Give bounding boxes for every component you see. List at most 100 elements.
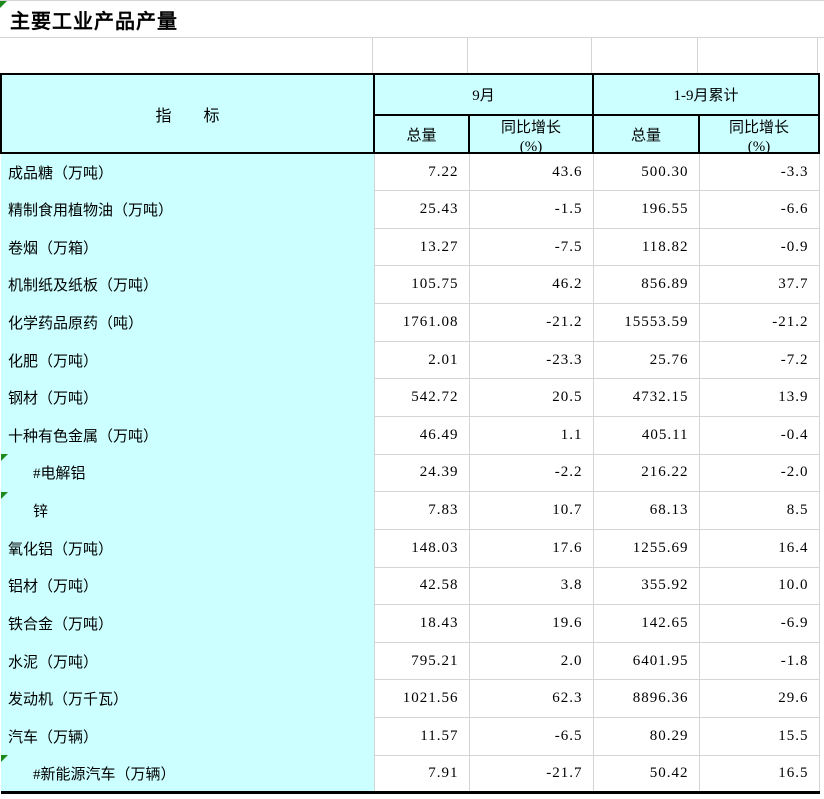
- empty-cell[interactable]: [373, 38, 468, 73]
- cell-cumulative-total[interactable]: 118.82: [593, 228, 700, 267]
- empty-cell[interactable]: [468, 38, 592, 73]
- cell-september-growth[interactable]: 3.8: [469, 567, 594, 606]
- cell-september-growth[interactable]: -21.7: [469, 755, 594, 794]
- cell-september-total[interactable]: 795.21: [374, 642, 470, 681]
- cell-september-growth[interactable]: -2.2: [469, 454, 594, 493]
- cell-september-total[interactable]: 11.57: [374, 717, 470, 756]
- cell-cumulative-total[interactable]: 80.29: [593, 717, 700, 756]
- header-group-september[interactable]: 9月: [372, 73, 595, 116]
- cell-cumulative-total[interactable]: 216.22: [593, 454, 700, 493]
- cell-september-growth[interactable]: 2.0: [469, 642, 594, 681]
- row-label-cell[interactable]: 发动机（万千瓦）: [1, 679, 375, 718]
- row-label-cell[interactable]: #新能源汽车（万辆）: [1, 755, 375, 793]
- header-september-growth[interactable]: 同比增长 (%): [467, 114, 595, 154]
- cell-september-growth[interactable]: 19.6: [469, 604, 594, 643]
- cell-september-total[interactable]: 7.83: [374, 491, 470, 530]
- cell-september-growth[interactable]: 20.5: [469, 378, 594, 417]
- cell-september-total[interactable]: 7.91: [374, 755, 470, 794]
- cell-september-growth[interactable]: 17.6: [469, 529, 594, 568]
- row-label-cell[interactable]: 钢材（万吨）: [1, 378, 375, 417]
- cell-september-growth[interactable]: -21.2: [469, 303, 594, 342]
- header-group-cumulative[interactable]: 1-9月累计: [592, 73, 821, 116]
- cell-september-total[interactable]: 25.43: [374, 190, 470, 229]
- cell-september-growth[interactable]: 10.7: [469, 491, 594, 530]
- cell-cumulative-total[interactable]: 142.65: [593, 604, 700, 643]
- cell-september-total[interactable]: 1761.08: [374, 303, 470, 342]
- cell-september-growth[interactable]: -7.5: [469, 228, 594, 267]
- header-september-total[interactable]: 总量: [373, 114, 470, 154]
- cell-september-total[interactable]: 13.27: [374, 228, 470, 267]
- row-label-cell[interactable]: 铝材（万吨）: [1, 567, 375, 605]
- cell-september-total[interactable]: 1021.56: [374, 679, 470, 719]
- row-label-cell[interactable]: 氧化铝（万吨）: [1, 529, 375, 568]
- cell-september-total[interactable]: 2.01: [374, 341, 470, 380]
- cell-cumulative-total[interactable]: 196.55: [593, 190, 700, 229]
- cell-cumulative-growth[interactable]: -2.0: [699, 454, 820, 493]
- row-label-cell[interactable]: 水泥（万吨）: [1, 642, 375, 680]
- cell-cumulative-growth[interactable]: 13.9: [699, 378, 820, 417]
- cell-september-total[interactable]: 7.22: [374, 153, 470, 192]
- row-label-cell[interactable]: 化肥（万吨）: [1, 341, 375, 379]
- cell-cumulative-growth[interactable]: -7.2: [699, 341, 820, 380]
- empty-cell[interactable]: [0, 38, 373, 73]
- row-label-cell[interactable]: 十种有色金属（万吨）: [1, 416, 375, 455]
- row-label-cell[interactable]: 锌: [1, 491, 375, 530]
- cell-cumulative-growth[interactable]: 10.0: [699, 567, 820, 606]
- cell-september-growth[interactable]: -1.5: [469, 190, 594, 229]
- cell-cumulative-total[interactable]: 8896.36: [593, 679, 700, 719]
- empty-cell[interactable]: [698, 38, 818, 73]
- cell-cumulative-total[interactable]: 500.30: [593, 153, 700, 192]
- cell-september-total[interactable]: 46.49: [374, 416, 470, 455]
- cell-cumulative-growth[interactable]: -6.6: [699, 190, 820, 229]
- cell-september-total[interactable]: 105.75: [374, 265, 470, 305]
- cell-cumulative-growth[interactable]: 15.5: [699, 717, 820, 756]
- cell-cumulative-total[interactable]: 25.76: [593, 341, 700, 380]
- cell-cumulative-total[interactable]: 405.11: [593, 416, 700, 455]
- header-indicator[interactable]: 指 标: [0, 73, 375, 154]
- empty-cell[interactable]: [592, 38, 698, 73]
- cell-september-growth[interactable]: 43.6: [469, 153, 594, 192]
- cell-cumulative-growth[interactable]: 8.5: [699, 491, 820, 530]
- cell-september-growth[interactable]: 1.1: [469, 416, 594, 455]
- row-label-cell[interactable]: 成品糖（万吨）: [1, 153, 375, 191]
- cell-september-total[interactable]: 24.39: [374, 454, 470, 493]
- row-label-cell[interactable]: 精制食用植物油（万吨）: [1, 190, 375, 229]
- cell-september-total[interactable]: 42.58: [374, 567, 470, 606]
- cell-cumulative-growth[interactable]: 16.4: [699, 529, 820, 568]
- cell-cumulative-total[interactable]: 68.13: [593, 491, 700, 530]
- cell-cumulative-total[interactable]: 355.92: [593, 567, 700, 606]
- table-row: 铝材（万吨） 42.58 3.8 355.92 10.0: [1, 567, 820, 606]
- cell-september-total[interactable]: 18.43: [374, 604, 470, 643]
- cell-cumulative-growth[interactable]: -1.8: [699, 642, 820, 681]
- cell-cumulative-growth[interactable]: -0.4: [699, 416, 820, 455]
- cell-cumulative-growth[interactable]: -6.9: [699, 604, 820, 643]
- cell-cumulative-growth[interactable]: 29.6: [699, 679, 820, 719]
- row-label-cell[interactable]: #电解铝: [1, 454, 375, 492]
- row-label-cell[interactable]: 卷烟（万箱）: [1, 228, 375, 266]
- cell-cumulative-total[interactable]: 6401.95: [593, 642, 700, 681]
- header-cumulative-total[interactable]: 总量: [592, 114, 701, 154]
- cell-september-total[interactable]: 148.03: [374, 529, 470, 568]
- cell-cumulative-growth[interactable]: 37.7: [699, 265, 820, 305]
- row-label-cell[interactable]: 机制纸及纸板（万吨）: [1, 265, 375, 304]
- cell-cumulative-total[interactable]: 856.89: [593, 265, 700, 305]
- cell-september-growth[interactable]: -23.3: [469, 341, 594, 380]
- cell-cumulative-total[interactable]: 4732.15: [593, 378, 700, 417]
- cell-cumulative-growth[interactable]: -21.2: [699, 303, 820, 342]
- cell-cumulative-total[interactable]: 15553.59: [593, 303, 700, 342]
- title-cell[interactable]: 主要工业产品产量: [0, 1, 824, 38]
- cell-september-growth[interactable]: -6.5: [469, 717, 594, 756]
- row-label-cell[interactable]: 化学药品原药（吨）: [1, 303, 375, 342]
- row-label: 精制食用植物油（万吨）: [8, 202, 174, 219]
- cell-cumulative-growth[interactable]: -3.3: [699, 153, 820, 192]
- cell-september-total[interactable]: 542.72: [374, 378, 470, 417]
- header-cumulative-growth[interactable]: 同比增长 (%): [698, 114, 821, 154]
- cell-cumulative-growth[interactable]: 16.5: [699, 755, 820, 794]
- cell-cumulative-growth[interactable]: -0.9: [699, 228, 820, 267]
- cell-cumulative-total[interactable]: 1255.69: [593, 529, 700, 568]
- cell-september-growth[interactable]: 62.3: [469, 679, 594, 719]
- row-label-cell[interactable]: 汽车（万辆）: [1, 717, 375, 756]
- row-label-cell[interactable]: 铁合金（万吨）: [1, 604, 375, 643]
- cell-cumulative-total[interactable]: 50.42: [593, 755, 700, 794]
- cell-september-growth[interactable]: 46.2: [469, 265, 594, 305]
